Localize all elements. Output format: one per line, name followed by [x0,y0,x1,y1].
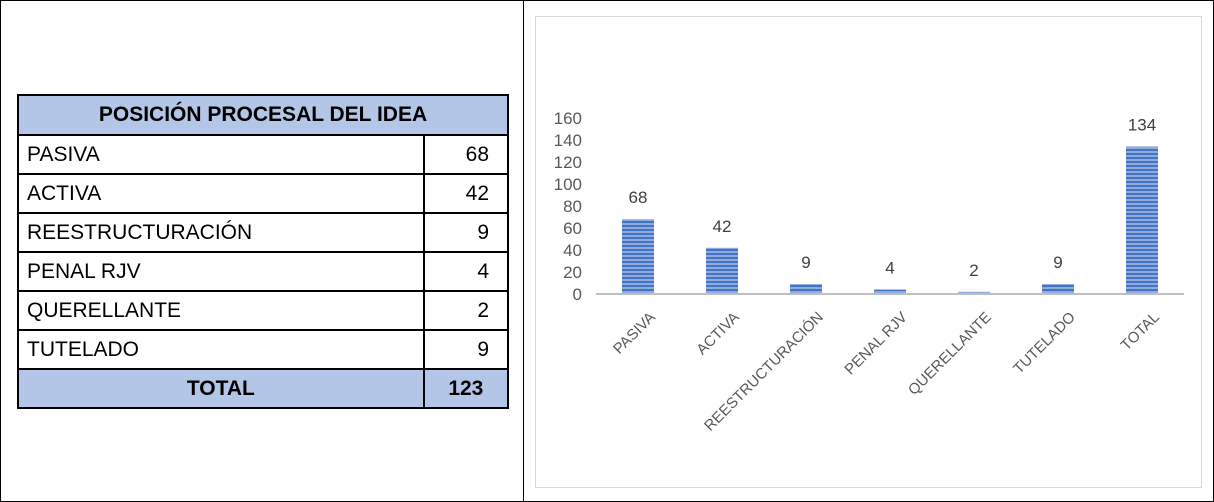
row-value: 42 [422,173,510,214]
y-tick-label: 80 [563,197,582,216]
data-label: 68 [629,188,648,207]
bar [874,289,906,294]
table-total-row: TOTAL 123 [17,368,510,409]
chart-area: 0 20 40 60 80 100 120 140 160 68 42 9 4 2 9 134 PASIVA… [535,16,1202,488]
total-label: TOTAL [17,368,425,409]
table-row: ACTIVA 42 [17,173,510,214]
column-divider [523,0,524,502]
data-label: 9 [1053,253,1062,272]
y-tick-label: 20 [563,263,582,282]
y-tick-label: 160 [554,109,582,128]
row-value: 2 [422,290,510,331]
row-value: 4 [422,251,510,292]
data-label: 9 [801,253,810,272]
position-table: POSICIÓN PROCESAL DEL IDEA PASIVA 68 ACT… [17,94,510,409]
data-label: 42 [713,217,732,236]
table-row: PASIVA 68 [17,134,510,175]
row-value: 9 [422,212,510,253]
row-label: ACTIVA [17,173,425,214]
table-row: QUERELLANTE 2 [17,290,510,331]
y-tick-label: 140 [554,131,582,150]
y-tick-label: 60 [563,219,582,238]
table-row: TUTELADO 9 [17,329,510,370]
y-tick-label: 120 [554,153,582,172]
y-tick-label: 100 [554,175,582,194]
x-tick-label: TOTAL [1118,309,1163,354]
row-label: TUTELADO [17,329,425,370]
x-tick-label: ACTIVA [693,309,743,359]
x-tick-label: QUERELLANTE [905,309,995,399]
row-label: QUERELLANTE [17,290,425,331]
bar [1042,284,1074,294]
bar [958,291,990,294]
data-label: 4 [885,259,894,278]
table-header: POSICIÓN PROCESAL DEL IDEA [17,94,509,136]
row-label: PASIVA [17,134,425,175]
table-row: PENAL RJV 4 [17,251,510,292]
x-tick-label: PENAL RJV [841,309,910,378]
x-tick-label: TUTELADO [1010,309,1079,378]
bar [622,219,654,294]
bar [790,284,822,294]
bar [1126,146,1158,294]
bar [706,247,738,294]
y-tick-label: 0 [573,285,582,304]
x-tick-label: PASIVA [610,309,659,358]
y-tick-label: 40 [563,241,582,260]
table-row: REESTRUCTURACIÓN 9 [17,212,510,253]
row-value: 9 [422,329,510,370]
data-label: 134 [1128,116,1156,135]
row-value: 68 [422,134,510,175]
row-label: REESTRUCTURACIÓN [17,212,425,253]
data-label: 2 [969,261,978,280]
row-label: PENAL RJV [17,251,425,292]
table-header-row: POSICIÓN PROCESAL DEL IDEA [17,94,509,136]
total-value: 123 [422,368,510,409]
